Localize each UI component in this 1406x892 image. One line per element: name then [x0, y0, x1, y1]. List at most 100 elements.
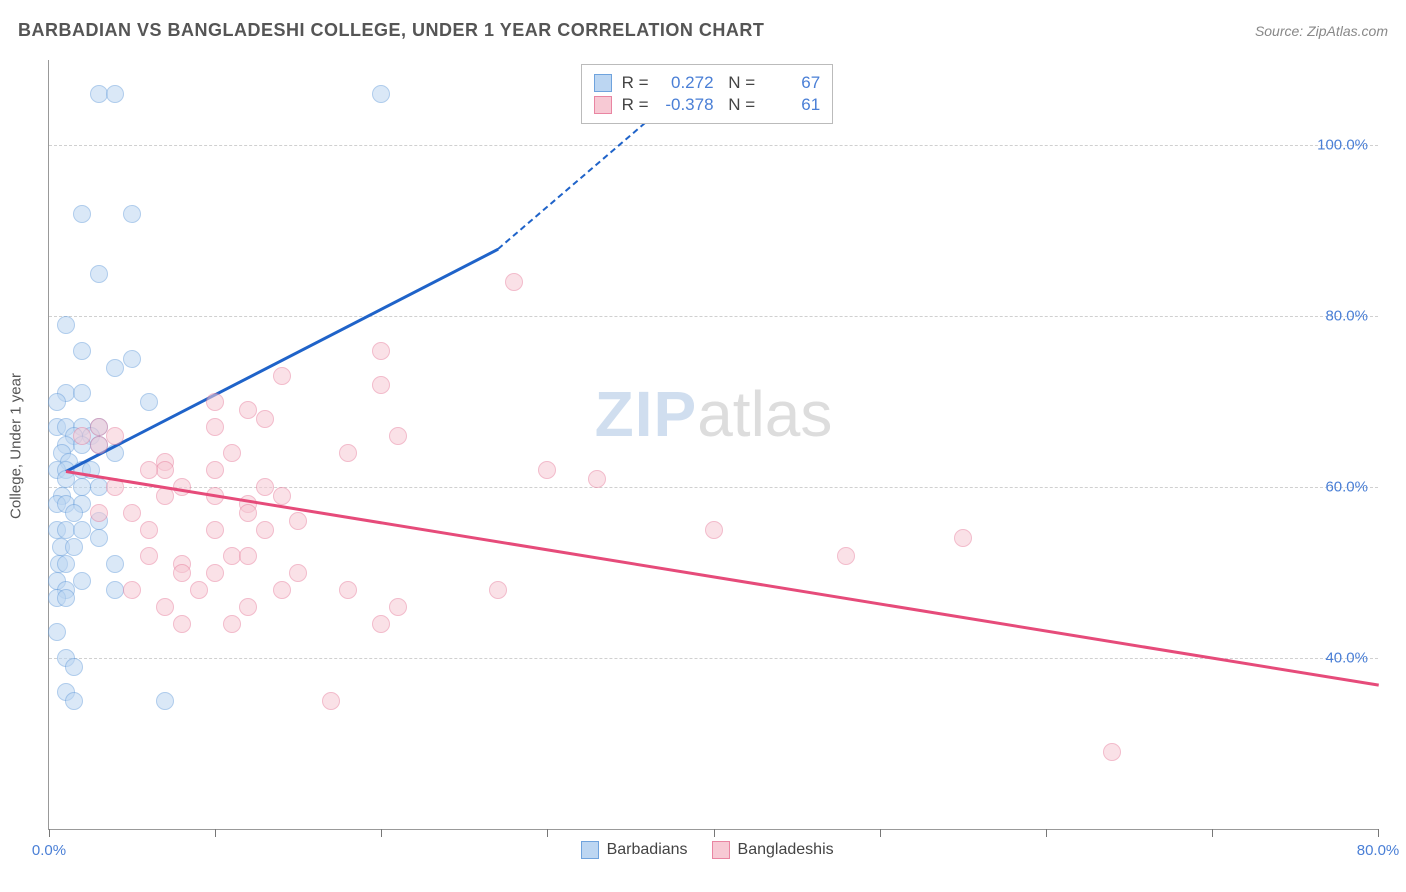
data-point — [73, 205, 91, 223]
data-point — [223, 547, 241, 565]
data-point — [289, 512, 307, 530]
data-point — [273, 367, 291, 385]
data-point — [389, 598, 407, 616]
legend-r-label: R = — [622, 73, 649, 93]
data-point — [140, 461, 158, 479]
x-tick — [1212, 829, 1213, 837]
series-legend-item: Barbadians — [581, 841, 688, 859]
source-label: Source: ZipAtlas.com — [1255, 23, 1388, 39]
x-tick — [1378, 829, 1379, 837]
x-tick — [880, 829, 881, 837]
data-point — [73, 572, 91, 590]
data-point — [837, 547, 855, 565]
data-point — [1103, 743, 1121, 761]
data-point — [123, 205, 141, 223]
gridline — [49, 145, 1378, 146]
legend-swatch — [581, 841, 599, 859]
data-point — [339, 444, 357, 462]
chart-title: BARBADIAN VS BANGLADESHI COLLEGE, UNDER … — [18, 20, 764, 41]
y-tick-label: 80.0% — [1325, 308, 1368, 325]
data-point — [106, 581, 124, 599]
data-point — [273, 581, 291, 599]
x-tick — [1046, 829, 1047, 837]
data-point — [372, 376, 390, 394]
data-point — [140, 521, 158, 539]
y-axis-label: College, Under 1 year — [8, 373, 25, 519]
legend-r-label: R = — [622, 95, 649, 115]
data-point — [140, 547, 158, 565]
data-point — [123, 504, 141, 522]
data-point — [256, 478, 274, 496]
data-point — [57, 555, 75, 573]
data-point — [372, 85, 390, 103]
data-point — [73, 521, 91, 539]
data-point — [65, 504, 83, 522]
data-point — [156, 461, 174, 479]
data-point — [273, 487, 291, 505]
data-point — [256, 521, 274, 539]
data-point — [106, 555, 124, 573]
data-point — [190, 581, 208, 599]
data-point — [206, 418, 224, 436]
chart-header: BARBADIAN VS BANGLADESHI COLLEGE, UNDER … — [18, 20, 1388, 41]
data-point — [223, 615, 241, 633]
data-point — [223, 444, 241, 462]
x-tick — [547, 829, 548, 837]
data-point — [123, 581, 141, 599]
data-point — [239, 401, 257, 419]
data-point — [73, 384, 91, 402]
data-point — [322, 692, 340, 710]
data-point — [538, 461, 556, 479]
data-point — [239, 547, 257, 565]
data-point — [73, 478, 91, 496]
x-tick — [215, 829, 216, 837]
legend-swatch — [712, 841, 730, 859]
y-tick-label: 100.0% — [1317, 137, 1368, 154]
gridline — [49, 316, 1378, 317]
data-point — [156, 598, 174, 616]
data-point — [90, 85, 108, 103]
data-point — [90, 436, 108, 454]
data-point — [954, 529, 972, 547]
data-point — [48, 623, 66, 641]
data-point — [48, 393, 66, 411]
legend-n-value: 67 — [765, 73, 820, 93]
data-point — [57, 521, 75, 539]
data-point — [90, 265, 108, 283]
legend-stats-row: R =-0.378 N =61 — [594, 95, 821, 115]
gridline — [49, 658, 1378, 659]
series-name: Bangladeshis — [738, 841, 834, 859]
y-tick-label: 60.0% — [1325, 479, 1368, 496]
data-point — [289, 564, 307, 582]
watermark-atlas: atlas — [697, 378, 832, 450]
legend-n-label: N = — [724, 73, 756, 93]
legend-n-label: N = — [724, 95, 756, 115]
data-point — [339, 581, 357, 599]
gridline — [49, 487, 1378, 488]
data-point — [65, 538, 83, 556]
data-point — [90, 504, 108, 522]
data-point — [505, 273, 523, 291]
trendline — [65, 470, 1378, 687]
data-point — [90, 418, 108, 436]
data-point — [106, 359, 124, 377]
data-point — [206, 393, 224, 411]
data-point — [106, 427, 124, 445]
data-point — [372, 615, 390, 633]
series-legend-item: Bangladeshis — [712, 841, 834, 859]
data-point — [239, 598, 257, 616]
data-point — [73, 342, 91, 360]
data-point — [206, 461, 224, 479]
data-point — [106, 85, 124, 103]
data-point — [65, 692, 83, 710]
plot-area: ZIPatlas 40.0%60.0%80.0%100.0%0.0%80.0%R… — [48, 60, 1378, 830]
data-point — [173, 564, 191, 582]
data-point — [256, 410, 274, 428]
legend-swatch — [594, 96, 612, 114]
series-legend: Barbadians Bangladeshis — [581, 841, 834, 859]
data-point — [90, 529, 108, 547]
watermark-zip: ZIP — [595, 378, 698, 450]
data-point — [73, 427, 91, 445]
data-point — [123, 350, 141, 368]
x-tick-label: 80.0% — [1357, 842, 1400, 859]
